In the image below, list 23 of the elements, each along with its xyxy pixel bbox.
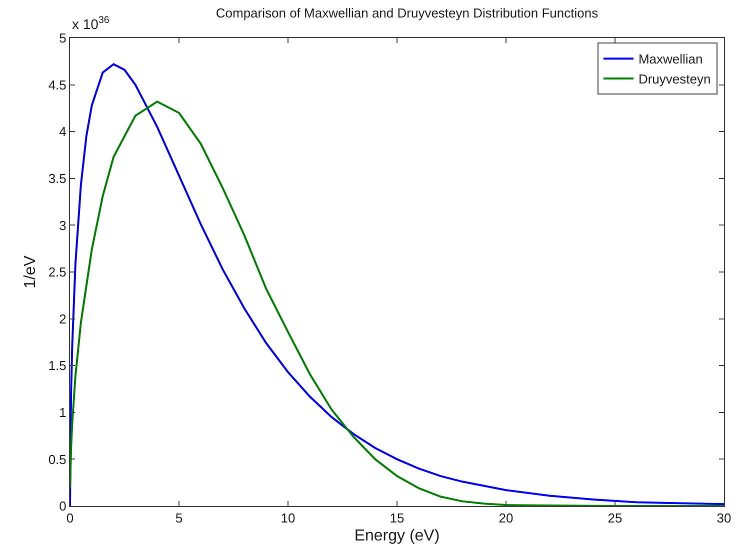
x-tick-label: 10 — [280, 510, 296, 526]
y-tick-label: 1.5 — [48, 358, 66, 374]
y-tick-label: 0 — [59, 498, 66, 514]
legend-label: Maxwellian — [638, 52, 703, 67]
y-tick-label: 3.5 — [48, 170, 66, 186]
legend-label: Druyvesteyn — [638, 72, 711, 87]
text: x 10$^{36}$ — [72, 15, 110, 32]
x-tick-label: 20 — [498, 510, 514, 526]
x-tick-label: 5 — [175, 510, 183, 526]
y-tick-label: 5 — [59, 30, 66, 46]
y-axis-title: 1/eV — [22, 255, 40, 288]
x-tick-label: 15 — [390, 510, 404, 526]
y-tick-label: 4.5 — [48, 77, 66, 92]
y-tick-label: 1 — [59, 404, 66, 420]
y-tick-label: 3 — [59, 218, 66, 233]
x-tick-label: 30 — [716, 510, 732, 526]
y-tick-label: 0.5 — [48, 452, 66, 467]
x-tick-label: 25 — [608, 510, 622, 526]
y-tick-label: 2 — [59, 311, 66, 326]
y-tick-label: 2.5 — [48, 264, 66, 280]
chart-title: Comparison of Maxwellian and Druyvesteyn Distribution Functions — [216, 5, 599, 20]
y-tick-label: 4 — [59, 124, 66, 140]
x-axis-title: Energy (eV) — [354, 527, 440, 544]
